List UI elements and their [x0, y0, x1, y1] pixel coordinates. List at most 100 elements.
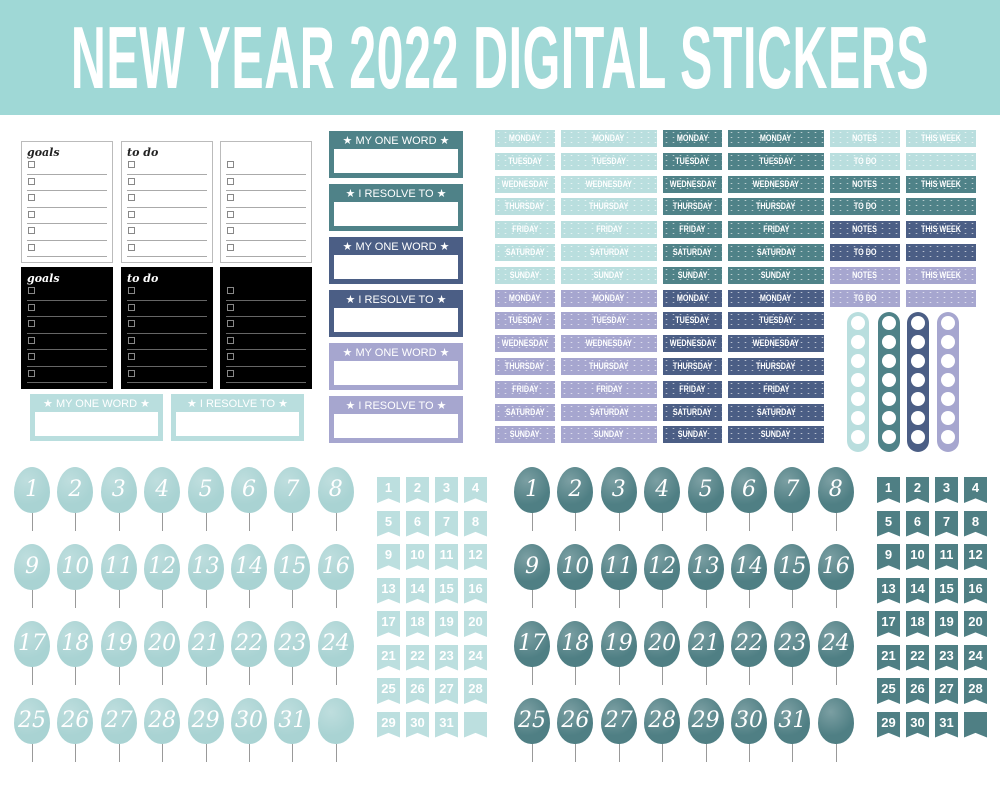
checklist-line: [226, 208, 306, 224]
ring-hole: [882, 354, 896, 368]
ring-hole: [882, 373, 896, 387]
banner-label: ★ MY ONE WORD ★: [342, 135, 450, 147]
flag-number-sticker: 10: [906, 544, 929, 570]
day-label-tuesday: TUESDAY: [495, 312, 555, 330]
day-text: TUESDAY: [759, 155, 793, 166]
flag-number-sticker: 2: [406, 477, 429, 503]
day-label-sunday: SUNDAY: [495, 266, 555, 284]
checkbox-icon: [28, 336, 35, 344]
ring-hole: [941, 430, 955, 444]
checkbox-icon: [28, 287, 35, 294]
balloon-string: [835, 590, 837, 608]
checklist-line: [226, 301, 306, 317]
balloon-number-sticker: 3: [100, 467, 137, 513]
day-label-saturday: SATURDAY: [663, 403, 722, 421]
day-label-friday: FRIDAY: [561, 380, 657, 398]
side-label: [906, 198, 976, 216]
day-text: FRIDAY: [511, 383, 539, 394]
balloon-string: [118, 667, 120, 685]
day-text: MONDAY: [509, 133, 541, 143]
checkbox-icon: [128, 369, 135, 377]
checklist-title: to do: [127, 146, 159, 159]
day-label-saturday: SATURDAY: [728, 403, 824, 421]
flag-number-sticker: 2: [906, 477, 929, 503]
day-label-wednesday: WEDNESDAY: [663, 335, 722, 353]
checklist-line: [127, 224, 207, 241]
flag-number-sticker: 7: [435, 510, 458, 537]
checkbox-icon: [128, 303, 135, 311]
flag-number-sticker: 9: [377, 544, 400, 570]
checkbox-icon: [227, 227, 234, 234]
day-label-tuesday: TUESDAY: [663, 312, 722, 330]
day-text: TUESDAY: [592, 315, 626, 326]
balloon-string: [835, 744, 837, 762]
day-text: THURSDAY: [756, 361, 796, 371]
side-label: THIS WEEK: [906, 130, 976, 147]
flag-number-sticker: 31: [435, 711, 458, 738]
balloon-number-sticker: 27: [600, 698, 637, 744]
balloon-number-sticker: 7: [274, 467, 311, 513]
title-banner: NEW YEAR 2022 DIGITAL STICKERS: [0, 0, 1000, 115]
day-text: WEDNESDAY: [585, 178, 633, 189]
day-label-wednesday: WEDNESDAY: [561, 335, 657, 353]
banner-write-area: [334, 202, 458, 226]
ring-hole: [882, 392, 896, 406]
day-text: TUESDAY: [508, 155, 542, 166]
side-label-text: TO DO: [853, 292, 877, 303]
flag-number-sticker: 21: [877, 644, 900, 671]
flag-number-sticker: 20: [964, 611, 987, 637]
ring-hole: [851, 392, 865, 406]
banner-sticker: ★ MY ONE WORD ★: [30, 394, 163, 441]
balloon-string: [618, 590, 620, 608]
day-text: THURSDAY: [672, 201, 713, 212]
checkbox-icon: [128, 353, 135, 360]
day-text: THURSDAY: [589, 201, 629, 212]
day-text: SUNDAY: [677, 429, 708, 440]
balloon-number-sticker: 22: [731, 621, 767, 667]
flag-number-sticker: 26: [906, 678, 929, 704]
balloon-number-sticker: [317, 698, 354, 744]
day-label-thursday: THURSDAY: [728, 358, 824, 375]
day-label-monday: MONDAY: [561, 289, 657, 307]
balloon-string: [335, 744, 337, 762]
checkbox-icon: [128, 210, 135, 218]
balloon-string: [335, 513, 337, 531]
banner-label: ★ MY ONE WORD ★: [43, 398, 150, 410]
balloon-number-sticker: 5: [687, 467, 724, 513]
banner-write-area: [334, 308, 458, 332]
balloon-number-sticker: 3: [600, 467, 637, 513]
ring-hole: [941, 354, 955, 368]
side-label: TO DO: [830, 198, 900, 216]
ring-hole: [882, 335, 896, 349]
checkbox-icon: [28, 161, 35, 168]
balloon-string: [792, 744, 794, 762]
balloon-string: [75, 590, 77, 608]
balloon-number-sticker: 21: [687, 621, 724, 667]
day-text: TUESDAY: [675, 315, 710, 326]
checkbox-icon: [227, 194, 234, 201]
flag-number-sticker: 28: [964, 678, 987, 704]
day-label-saturday: SATURDAY: [663, 244, 722, 261]
checkbox-icon: [28, 353, 35, 360]
balloon-number-sticker: 14: [231, 544, 267, 590]
balloon-string: [162, 513, 164, 531]
day-text: MONDAY: [593, 133, 625, 143]
balloon-string: [249, 744, 250, 762]
flag-number-sticker: 7: [935, 510, 958, 537]
day-text: FRIDAY: [679, 383, 706, 394]
day-label-friday: FRIDAY: [495, 221, 555, 239]
flag-number-sticker: 6: [406, 510, 429, 537]
flag-number-sticker: 12: [964, 544, 987, 570]
balloon-number-sticker: 11: [100, 544, 137, 590]
checklist-line: [226, 224, 306, 241]
ring-hole: [851, 335, 865, 349]
day-label-sunday: SUNDAY: [663, 426, 722, 444]
banner-sticker: ★ MY ONE WORD ★: [329, 343, 463, 390]
balloon-string: [205, 667, 207, 685]
balloon-string: [749, 667, 750, 685]
balloon-number-sticker: 28: [144, 698, 181, 744]
day-label-monday: MONDAY: [663, 130, 722, 147]
balloon-number-sticker: 13: [187, 544, 224, 590]
day-label-tuesday: TUESDAY: [561, 152, 657, 170]
balloon-string: [292, 590, 294, 608]
